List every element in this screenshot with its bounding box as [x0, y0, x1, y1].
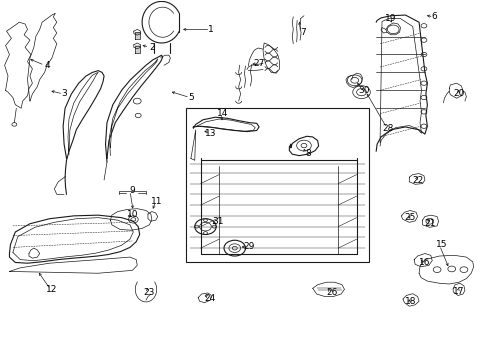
- Text: 12: 12: [46, 285, 58, 294]
- Text: 7: 7: [300, 28, 305, 37]
- Text: 31: 31: [211, 217, 223, 226]
- Text: 14: 14: [216, 109, 228, 118]
- Text: 21: 21: [423, 219, 435, 228]
- Text: 10: 10: [126, 210, 138, 219]
- Text: 20: 20: [452, 89, 464, 98]
- Text: 23: 23: [143, 288, 155, 297]
- Text: 29: 29: [243, 242, 255, 251]
- Text: 17: 17: [452, 287, 464, 296]
- Text: 16: 16: [418, 258, 430, 267]
- Text: 3: 3: [61, 89, 67, 98]
- Text: 8: 8: [305, 149, 310, 158]
- Text: 13: 13: [204, 129, 216, 138]
- Text: 9: 9: [129, 186, 135, 195]
- Text: 5: 5: [187, 93, 193, 102]
- Text: 18: 18: [404, 297, 415, 306]
- Text: 4: 4: [44, 61, 50, 70]
- Text: 6: 6: [431, 12, 437, 21]
- Text: 30: 30: [358, 86, 369, 95]
- Text: 26: 26: [326, 288, 337, 297]
- Text: 24: 24: [204, 294, 216, 303]
- Text: 19: 19: [384, 14, 396, 23]
- Text: 1: 1: [207, 25, 213, 34]
- Text: 11: 11: [151, 197, 162, 206]
- Text: 2: 2: [149, 43, 154, 52]
- Text: 15: 15: [435, 240, 447, 249]
- Text: 22: 22: [411, 176, 422, 185]
- Text: 27: 27: [253, 59, 264, 68]
- Text: 25: 25: [404, 213, 415, 222]
- Text: 28: 28: [382, 123, 393, 132]
